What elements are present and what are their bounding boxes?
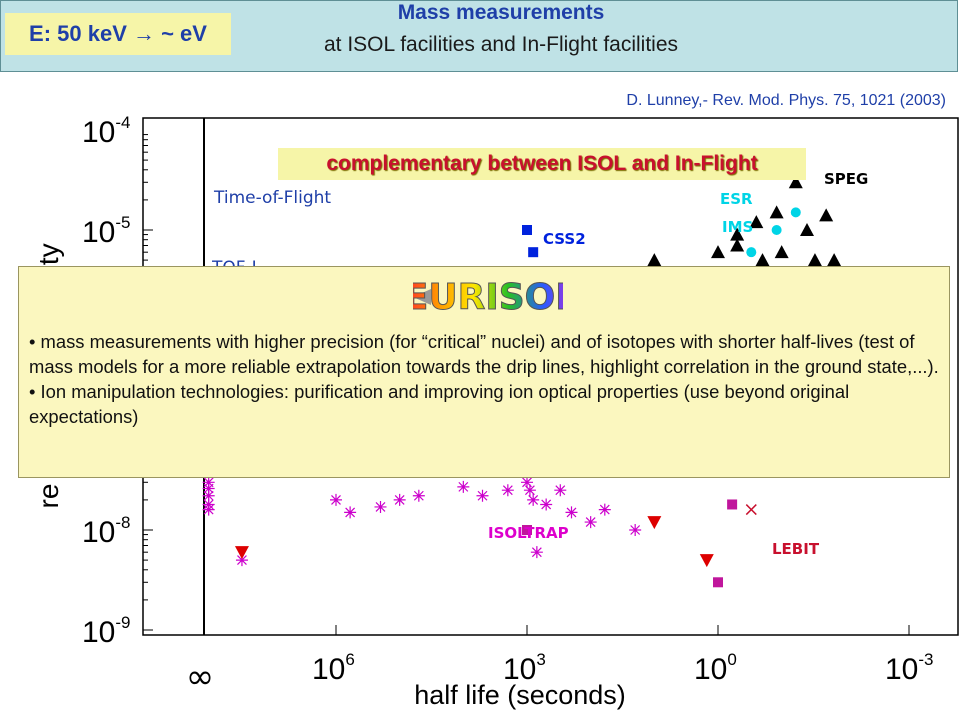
data-point xyxy=(749,215,764,229)
data-point xyxy=(234,546,249,560)
data-point xyxy=(476,489,489,502)
data-point xyxy=(827,253,842,267)
y-tick-label: 10-8 xyxy=(82,513,131,549)
label-tof: Time-of-Flight xyxy=(214,188,332,208)
data-point xyxy=(540,498,553,511)
label-isoltrap: ISOLTRAP xyxy=(488,524,569,542)
data-point xyxy=(711,245,725,259)
data-point xyxy=(584,516,597,529)
y-tick-label: 10-4 xyxy=(82,113,131,149)
data-point xyxy=(629,524,642,536)
x-tick-label: 10-3 xyxy=(885,650,934,686)
bullet-item: • mass measurements with higher precisio… xyxy=(29,331,939,377)
x-tick-label-infinity: ∞ xyxy=(186,657,214,697)
data-point xyxy=(393,493,406,506)
eurisol-logo: EURISOL xyxy=(413,277,563,319)
data-point xyxy=(235,554,248,567)
data-point xyxy=(769,205,784,219)
data-point xyxy=(788,175,803,189)
data-point xyxy=(344,506,357,519)
x-tick-label: 106 xyxy=(312,650,355,686)
y-axis-label-bottom: re xyxy=(33,484,64,509)
data-point xyxy=(771,225,782,235)
bullet-item: • Ion manipulation technologies: purific… xyxy=(29,381,850,427)
data-point xyxy=(730,227,745,241)
page-subtitle: at ISOL facilities and In-Flight facilit… xyxy=(323,33,679,56)
reference-citation: D. Lunney,- Rev. Mod. Phys. 75, 1021 (20… xyxy=(626,92,946,109)
data-point xyxy=(774,245,789,259)
eurisol-logo-text: EURISOL xyxy=(413,277,563,318)
data-point xyxy=(647,516,662,530)
data-point xyxy=(730,238,745,252)
callout-bullets: • mass measurements with higher precisio… xyxy=(29,329,941,429)
label-css2: CSS2 xyxy=(543,230,586,248)
data-point xyxy=(202,482,215,495)
x-tick-label: 100 xyxy=(694,650,737,686)
data-point xyxy=(521,476,533,489)
data-point xyxy=(755,253,770,267)
data-point xyxy=(523,484,536,497)
data-point xyxy=(790,207,801,218)
data-point xyxy=(457,480,470,493)
data-point xyxy=(522,225,532,235)
data-point xyxy=(746,247,757,258)
data-point xyxy=(527,493,540,506)
data-point xyxy=(202,503,215,516)
data-point xyxy=(522,525,532,535)
data-point xyxy=(713,577,723,588)
label-lebit: LEBIT xyxy=(772,540,820,558)
energy-badge: E: 50 keV → ~ eV xyxy=(5,13,231,55)
data-point xyxy=(554,484,567,497)
data-point xyxy=(374,500,387,513)
complementary-banner: complementary between ISOL and In-Flight xyxy=(278,148,806,180)
y-tick-label: 10-9 xyxy=(82,613,131,649)
data-point xyxy=(800,223,815,236)
x-tick-label: 103 xyxy=(503,650,546,686)
data-point xyxy=(528,247,539,258)
chart-points xyxy=(202,175,842,588)
label-esr: ESR xyxy=(720,190,753,208)
data-point xyxy=(819,208,834,222)
data-point xyxy=(699,554,714,568)
data-point xyxy=(412,489,425,502)
page-title: Mass measurements xyxy=(397,1,605,24)
data-point xyxy=(727,499,738,510)
data-point xyxy=(530,546,543,559)
data-point xyxy=(807,253,822,267)
header-bar: E: 50 keV → ~ eV Mass measurements at IS… xyxy=(0,0,958,72)
data-point xyxy=(745,504,757,516)
eurisol-callout: EURISOL • mass measurements with higher … xyxy=(18,266,950,478)
data-point xyxy=(202,476,215,489)
data-point xyxy=(202,489,215,502)
data-point xyxy=(330,493,342,506)
chart-tick-labels: 10-4 10-5 10-8 10-9 106 103 100 10-3 ∞ xyxy=(82,113,934,697)
data-point xyxy=(647,253,662,267)
data-point xyxy=(598,503,611,516)
data-point xyxy=(501,484,514,497)
data-point xyxy=(565,506,578,519)
y-tick-label: 10-5 xyxy=(82,213,131,249)
label-ims: IMS xyxy=(722,218,754,236)
x-axis-label: half life (seconds) xyxy=(414,680,626,710)
label-tof-partial: TOF-I xyxy=(212,258,257,268)
label-speg: SPEG xyxy=(824,170,869,188)
